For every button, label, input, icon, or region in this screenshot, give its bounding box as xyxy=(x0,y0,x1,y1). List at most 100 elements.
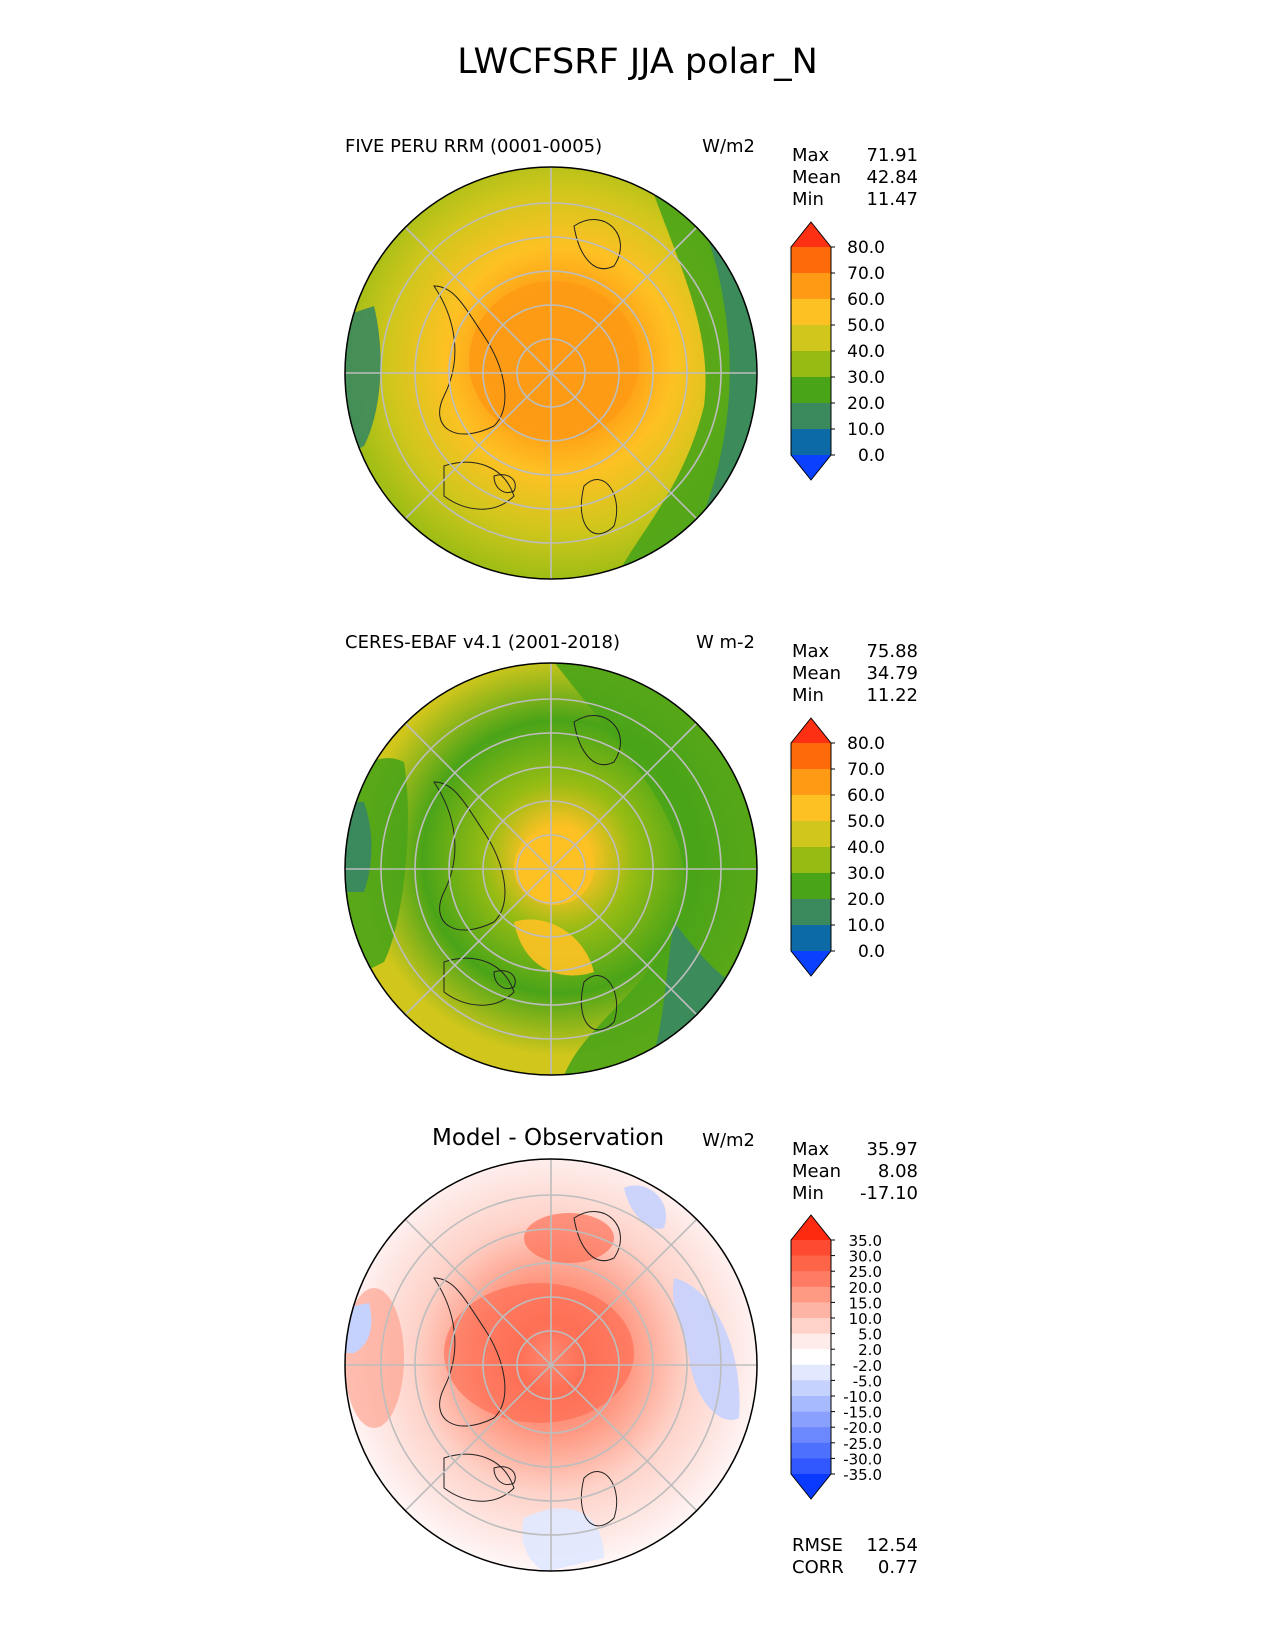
colorbar-tick-label: 20.0 xyxy=(847,394,885,414)
colorbar-outline xyxy=(790,221,832,481)
colorbar-segment xyxy=(791,769,831,796)
colorbar-tick-label: 80.0 xyxy=(847,734,885,754)
colorbar-segment xyxy=(791,1458,831,1475)
panel-3-coastlines xyxy=(433,1211,621,1527)
panel-1-mean-value: 42.84 xyxy=(866,167,918,188)
colorbar-tick-label: 15.0 xyxy=(849,1294,882,1312)
colorbar-segment xyxy=(791,1302,831,1319)
colorbar-segment xyxy=(791,403,831,430)
colorbar-segment xyxy=(791,1271,831,1288)
colorbar-outline xyxy=(790,1214,832,1500)
panel-1-graticule xyxy=(345,167,757,579)
panel-3-negative-south xyxy=(522,1508,604,1571)
panel-2-map-boundary xyxy=(344,662,758,1076)
panel-3-units: W/m2 xyxy=(702,1130,755,1151)
colorbar-tick-label: 30.0 xyxy=(847,864,885,884)
panel-3-corr-value: 0.77 xyxy=(877,1557,918,1578)
panel-3-map-boundary xyxy=(344,1158,758,1572)
panel-3-max-value: 35.97 xyxy=(866,1139,918,1160)
panel-3-max-label: Max xyxy=(792,1139,830,1160)
colorbar-segment xyxy=(791,1318,831,1335)
panel-3-positive-north xyxy=(524,1213,614,1263)
colorbar-tick-label: 35.0 xyxy=(849,1232,882,1250)
colorbar-tick-label: 40.0 xyxy=(847,342,885,362)
panel-3-graticule xyxy=(345,1159,757,1571)
panel-1-atlantic-low xyxy=(345,306,381,456)
panel-2-max-label: Max xyxy=(792,641,830,662)
colorbar-segment xyxy=(791,1380,831,1397)
panel-3-negative-north xyxy=(624,1185,666,1229)
panel-2-min-value: 11.22 xyxy=(866,685,918,706)
colorbar-segment xyxy=(791,795,831,822)
panel-2-title: CERES-EBAF v4.1 (2001-2018) xyxy=(345,632,621,653)
panel-1-max-label: Max xyxy=(792,145,830,166)
colorbar-tick-label: -5.0 xyxy=(853,1372,882,1390)
colorbar-tick-label: 50.0 xyxy=(847,316,885,336)
colorbar-tick-label: 20.0 xyxy=(847,890,885,910)
colorbar-tick-label: 0.0 xyxy=(858,942,885,962)
panel-1-min-label: Min xyxy=(792,189,824,210)
colorbar-tick-label: 25.0 xyxy=(849,1263,882,1281)
colorbar-tick-label: 60.0 xyxy=(847,290,885,310)
panel-1-polar-max xyxy=(469,281,639,441)
colorbar-tick-label: 50.0 xyxy=(847,812,885,832)
panel-1-mean-label: Mean xyxy=(792,167,842,188)
colorbar-tick-label: 10.0 xyxy=(849,1310,882,1328)
colorbar-bottom-extension xyxy=(791,1474,831,1499)
colorbar-outline xyxy=(790,717,832,977)
panel-1-title: FIVE PERU RRM (0001-0005) xyxy=(345,136,603,157)
colorbar-tick-label: 40.0 xyxy=(847,838,885,858)
colorbar-tick-label: -10.0 xyxy=(843,1388,882,1406)
colorbar-segment xyxy=(791,1411,831,1428)
colorbar-segment xyxy=(791,1240,831,1257)
colorbar-tick-label: -35.0 xyxy=(843,1466,882,1484)
colorbar-tick-label: 10.0 xyxy=(847,420,885,440)
colorbar-segment xyxy=(791,925,831,952)
panel-2-atlantic-lowest xyxy=(345,802,372,892)
colorbar-tick-label: 20.0 xyxy=(849,1279,882,1297)
colorbar-segment xyxy=(791,821,831,848)
colorbar-tick-label: 30.0 xyxy=(847,368,885,388)
panel-1-coastlines xyxy=(433,219,621,535)
colorbar-tick-label: 2.0 xyxy=(858,1341,882,1359)
panel-3-min-label: Min xyxy=(792,1183,824,1204)
panel-3-rmse-label: RMSE xyxy=(792,1535,843,1556)
panel-1-colorbar: 80.0 70.0 60.0 50.0 40.0 30.0 20.0 10.0 0.0 xyxy=(790,221,885,481)
panel-1-units: W/m2 xyxy=(702,136,755,157)
colorbar-segment xyxy=(791,873,831,900)
panel-3-corr-label: CORR xyxy=(792,1557,844,1578)
panel-1-map-boundary xyxy=(344,166,758,580)
colorbar-segment xyxy=(791,377,831,404)
colorbar-segment xyxy=(791,429,831,456)
panel-3-colorbar: 35.030.025.020.015.010.05.02.0-2.0-5.0-1… xyxy=(790,1214,882,1500)
colorbar-tick-label: 5.0 xyxy=(858,1326,882,1344)
panel-2-graticule xyxy=(345,663,757,1075)
panel-3-rmse-value: 12.54 xyxy=(866,1535,918,1556)
colorbar-tick-label: -25.0 xyxy=(843,1435,882,1453)
colorbar-segment xyxy=(791,847,831,874)
colorbar-segment xyxy=(791,1442,831,1459)
colorbar-segment xyxy=(791,273,831,300)
colorbar-tick-label: 70.0 xyxy=(847,264,885,284)
colorbar-tick-label: 30.0 xyxy=(849,1248,882,1266)
colorbar-segment xyxy=(791,1333,831,1350)
colorbar-segment xyxy=(791,1427,831,1444)
colorbar-tick-label: 10.0 xyxy=(847,916,885,936)
panel-1-polar-map xyxy=(344,166,758,580)
colorbar-tick-label: -2.0 xyxy=(853,1357,882,1375)
colorbar-segment xyxy=(791,351,831,378)
colorbar-segment xyxy=(791,1349,831,1366)
panel-1-min-value: 11.47 xyxy=(866,189,918,210)
panel-2-mean-value: 34.79 xyxy=(866,663,918,684)
colorbar-segment xyxy=(791,743,831,770)
colorbar-segment xyxy=(791,1286,831,1303)
colorbar-segment xyxy=(791,299,831,326)
colorbar-tick-label: 0.0 xyxy=(858,446,885,466)
panel-2-coastlines xyxy=(433,715,621,1031)
panel-2-polar-map xyxy=(344,662,758,1076)
colorbar-tick-label: 60.0 xyxy=(847,786,885,806)
colorbar-tick-label: -20.0 xyxy=(843,1419,882,1437)
colorbar-bottom-extension xyxy=(791,455,831,480)
colorbar-tick-label: -30.0 xyxy=(843,1450,882,1468)
colorbar-segment xyxy=(791,1396,831,1413)
